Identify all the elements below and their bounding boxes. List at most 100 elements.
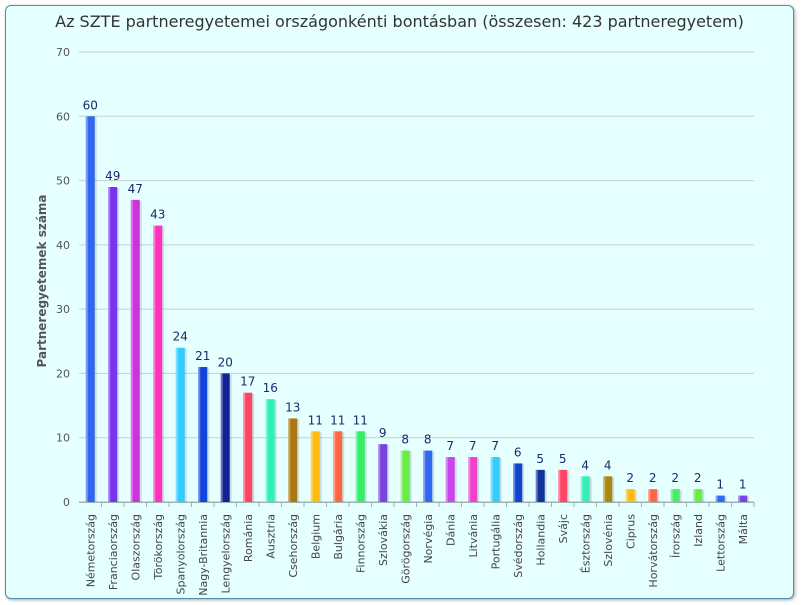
x-tick-label: Ausztria [264, 514, 277, 559]
bar-highlight [130, 199, 133, 502]
data-label: 60 [83, 98, 98, 112]
x-tick-label: Szlovákia [377, 514, 390, 566]
bar-highlight [243, 392, 246, 502]
y-tick-label: 30 [56, 303, 70, 316]
bar[interactable] [378, 444, 388, 502]
bar[interactable] [355, 431, 365, 502]
data-label: 16 [263, 381, 278, 395]
x-tick-label: Norvégia [422, 514, 435, 564]
bar-highlight [468, 457, 471, 502]
x-tick-label: Portugália [489, 514, 502, 569]
bar-highlight [558, 469, 561, 502]
bar[interactable] [738, 495, 748, 502]
bar[interactable] [558, 469, 568, 502]
bar[interactable] [625, 489, 635, 502]
x-tick-label: Bulgária [332, 514, 345, 560]
data-label: 11 [308, 413, 323, 427]
bar[interactable] [400, 450, 410, 502]
data-label: 47 [128, 182, 143, 196]
bar-highlight [288, 418, 291, 502]
x-tick-label: Németország [84, 514, 97, 587]
bar[interactable] [648, 489, 658, 502]
data-label: 7 [446, 439, 454, 453]
bar-highlight [153, 225, 156, 503]
bar[interactable] [535, 469, 545, 502]
chart-frame: Az SZTE partneregyetemei országonkénti b… [5, 5, 794, 599]
bar-highlight [648, 489, 651, 502]
bar-highlight [580, 476, 583, 502]
bar[interactable] [288, 418, 298, 502]
y-tick-label: 40 [56, 239, 70, 252]
x-tick-label: Málta [737, 514, 750, 544]
x-tick-label: Görögország [399, 514, 412, 584]
bar-highlight [513, 463, 516, 502]
x-tick-label: Izland [692, 514, 705, 547]
bar[interactable] [108, 187, 118, 502]
bar[interactable] [445, 457, 455, 502]
x-tick-label: Olaszország [129, 514, 142, 580]
bar[interactable] [490, 457, 500, 502]
data-label: 11 [353, 413, 368, 427]
x-tick-label: Hollandia [534, 514, 547, 566]
chart-title: Az SZTE partneregyetemei országonkénti b… [55, 12, 744, 31]
bar-highlight [85, 116, 88, 503]
data-label: 4 [581, 458, 589, 472]
bar-highlight [625, 489, 628, 502]
bar[interactable] [513, 463, 523, 502]
bar[interactable] [175, 347, 185, 502]
bar-highlight [265, 399, 268, 502]
x-tick-label: Törökország [152, 514, 165, 580]
data-label: 49 [105, 169, 120, 183]
x-tick-label: Lettország [714, 514, 727, 572]
data-label: 4 [604, 458, 612, 472]
bar[interactable] [310, 431, 320, 502]
bar-highlight [715, 495, 718, 502]
bar[interactable] [580, 476, 590, 502]
x-tick-label: Dánia [444, 514, 457, 546]
data-label: 17 [240, 375, 255, 389]
bar-highlight [400, 450, 403, 502]
x-tick-label: Nagy-Britannia [197, 514, 210, 596]
x-tick-label: Svédország [512, 514, 525, 578]
x-tick-label: Szlovénia [602, 514, 615, 567]
bar[interactable] [603, 476, 613, 502]
x-tick-label: Írország [669, 514, 682, 558]
bar[interactable] [670, 489, 680, 502]
bar[interactable] [243, 392, 253, 502]
bar-highlight [108, 187, 111, 502]
bar[interactable] [85, 116, 95, 503]
data-label: 7 [469, 439, 477, 453]
bar-highlight [445, 457, 448, 502]
bar-highlight [333, 431, 336, 502]
data-label: 2 [694, 471, 702, 485]
y-tick-label: 50 [56, 175, 70, 188]
data-label: 6 [514, 445, 522, 459]
data-label: 1 [716, 478, 724, 492]
bar[interactable] [153, 225, 163, 503]
bar-highlight [378, 444, 381, 502]
bar[interactable] [693, 489, 703, 502]
bar[interactable] [130, 199, 140, 502]
data-label: 2 [649, 471, 657, 485]
bar[interactable] [198, 367, 208, 502]
data-label: 21 [195, 349, 210, 363]
bar[interactable] [715, 495, 725, 502]
data-label: 20 [218, 355, 233, 369]
bar[interactable] [468, 457, 478, 502]
y-tick-label: 70 [56, 46, 70, 59]
bar[interactable] [220, 373, 230, 502]
bar-highlight [310, 431, 313, 502]
bar[interactable] [333, 431, 343, 502]
axes: 0 10 20 30 40 50 60 70 Németország Franciaország O… [56, 46, 755, 596]
bar-highlight [355, 431, 358, 502]
bar[interactable] [423, 450, 433, 502]
bar-highlight [198, 367, 201, 502]
bar-highlight [738, 495, 741, 502]
y-tick-label: 20 [56, 367, 70, 380]
bars [85, 116, 750, 503]
data-label: 5 [559, 452, 567, 466]
y-tick-label: 10 [56, 432, 70, 445]
data-label: 11 [330, 413, 345, 427]
bar[interactable] [265, 399, 275, 502]
